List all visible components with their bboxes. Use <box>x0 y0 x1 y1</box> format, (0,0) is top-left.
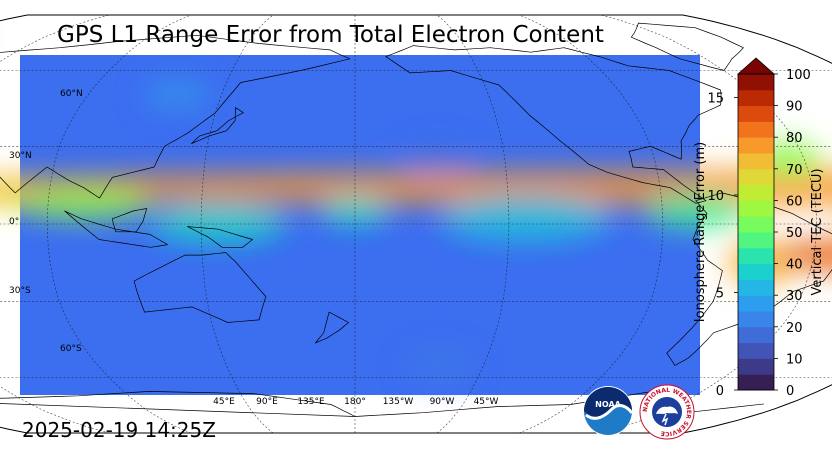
colorbar-segment <box>738 374 774 391</box>
colorbar-extend-arrow <box>736 57 776 75</box>
map-title: GPS L1 Range Error from Total Electron C… <box>57 22 604 48</box>
noaa-logo-text: NOAA <box>595 400 621 409</box>
colorbar-segment <box>738 342 774 359</box>
colorbar-segment <box>738 89 774 107</box>
range-error-tick-label: 0 <box>716 384 724 399</box>
tec-tick-label: 0 <box>786 384 794 399</box>
new-guinea-coast <box>187 226 253 248</box>
lon-label-90w: 90°W <box>429 397 455 407</box>
lat-label-30n: 30°N <box>9 151 32 161</box>
tec-tick-label: 100 <box>786 68 811 83</box>
range-error-tick-label: 10 <box>707 189 724 204</box>
colorbar-segment <box>738 153 774 170</box>
lat-label-30s: 30°S <box>9 286 31 296</box>
colorbar-segment <box>738 74 774 91</box>
meridian-90 <box>46 15 192 433</box>
lat-label-60s: 60°S <box>60 344 82 354</box>
indonesia-coast <box>64 210 168 248</box>
colorbar-segment <box>738 295 774 312</box>
tec-feature-8 <box>406 351 475 380</box>
north-america-coast <box>385 45 722 204</box>
tec-tick-label: 10 <box>786 352 803 367</box>
tec-tick-label: 40 <box>786 258 803 273</box>
tec-tick-label: 90 <box>786 100 803 115</box>
colorbar-segment <box>738 184 774 201</box>
australia-coast <box>133 252 267 323</box>
range-error-tick-label: 15 <box>707 91 724 106</box>
lon-label-135w: 135°W <box>382 397 414 407</box>
new-zealand-coast <box>315 311 349 344</box>
colorbar-segments <box>738 74 774 391</box>
lon-label-45e: 45°E <box>213 397 235 407</box>
colorbar-segment <box>738 326 774 344</box>
lon-label-90e: 90°E <box>256 397 278 407</box>
lat-label-60n: 60°N <box>60 89 83 99</box>
tec-band-9 <box>645 192 748 230</box>
colorbar-segment <box>738 200 774 217</box>
meridian-270 <box>518 15 664 433</box>
south-america-coast <box>666 192 832 366</box>
colorbar-segment <box>738 279 774 296</box>
colorbar-segment <box>738 311 774 328</box>
colorbar-segment <box>738 137 774 154</box>
timestamp: 2025-02-19 14:25Z <box>22 418 216 442</box>
colorbar-segment <box>738 105 774 122</box>
borneo-coast <box>111 208 148 233</box>
lon-label-135e: 135°E <box>297 397 325 407</box>
globe-outline <box>0 14 832 434</box>
tec-tick-label: 60 <box>786 194 803 209</box>
colorbar-segment <box>738 216 774 233</box>
tec-tick-label: 50 <box>786 226 803 241</box>
tec-tick-label: 70 <box>786 163 803 178</box>
tec-tick-label: 30 <box>786 289 803 304</box>
tec-tick-label: 20 <box>786 321 803 336</box>
tec-band-2 <box>0 169 832 207</box>
tec-band-7 <box>149 205 287 243</box>
colorbar-segment <box>738 358 774 375</box>
colorbar-segment <box>738 232 774 249</box>
colorbar-segment <box>738 263 774 280</box>
colorbar-segment <box>738 247 774 265</box>
noaa-logo: NOAA <box>583 386 634 436</box>
nws-logo: NATIONAL WEATHER SERVICE <box>639 384 695 440</box>
meridian-225 <box>436 15 510 433</box>
tec-feature-2 <box>0 178 33 207</box>
tec-feature-7 <box>142 80 211 109</box>
colorbar-segment <box>738 168 774 186</box>
lon-label-45w: 45°W <box>473 397 499 407</box>
colorbar-segment <box>738 121 774 138</box>
lon-label-180: 180° <box>344 397 366 407</box>
tec-band-6 <box>14 187 151 220</box>
lat-label-0: 0° <box>9 217 20 227</box>
greenland-coast <box>630 22 744 71</box>
japan-coast <box>191 107 244 145</box>
tec-axis-label: Vertical TEC (TECU) <box>810 168 825 295</box>
tec-tick-label: 80 <box>786 131 803 146</box>
tec-feature-6 <box>404 145 473 174</box>
meridian-135 <box>200 15 274 433</box>
range-error-tick-label: 5 <box>716 286 724 301</box>
range-error-axis-label: Ionosphere Range Error (m) <box>693 142 708 322</box>
tec-band-8 <box>440 195 612 242</box>
